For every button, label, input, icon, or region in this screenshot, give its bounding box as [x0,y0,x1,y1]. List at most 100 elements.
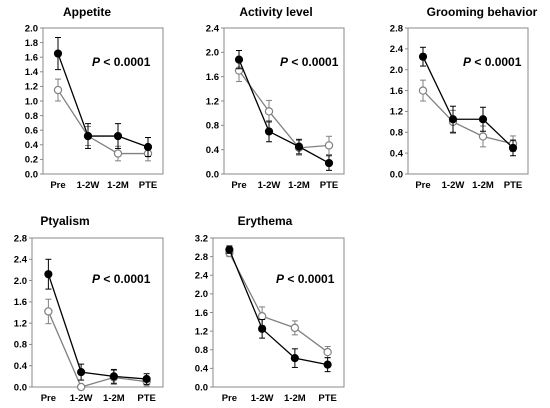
p-value-annotation: P < 0.0001 [92,272,151,286]
chart-title: Appetite [63,5,111,19]
y-tick-label: 0.0 [14,382,27,393]
y-tick-label: 0.4 [390,148,404,159]
data-point [478,132,488,141]
y-tick-label: 0.4 [25,140,39,151]
y-tick-label: 0.2 [25,155,38,166]
x-tick-label: PTE [139,180,157,191]
data-point [113,149,123,158]
data-point [53,49,63,58]
data-point [258,324,267,333]
y-tick-label: 1.8 [25,38,38,49]
y-tick-label: 1.4 [25,67,39,78]
data-point [113,131,123,141]
y-tick-label: 0.0 [390,169,403,180]
y-tick-label: 0.8 [25,111,38,122]
series-line [422,90,514,145]
chart-panel-1: Appetite 0.0 0.2 0.4 0.6 0.8 1.0 1.2 1.4 1.6 1.8 2.… [25,5,164,191]
p-value-annotation: P < 0.0001 [280,55,339,69]
chart-title: Grooming behavior [427,5,538,19]
p-value-symbol: P [463,55,472,69]
data-point [257,312,267,321]
y-tick-label: 0.8 [195,345,208,356]
data-point [44,270,53,279]
y-tick-label: 1.6 [14,297,27,308]
p-value-text: < 0.0001 [100,272,151,286]
p-value-text: < 0.0001 [288,55,339,69]
x-tick-label: 1-2W [70,393,93,404]
x-tick-label: 1-2W [442,180,465,191]
p-value-text: < 0.0001 [471,55,522,69]
y-tick-label: 2.0 [390,65,403,76]
y-tick-label: 2.4 [14,255,28,266]
y-tick-label: 0.8 [206,121,219,132]
p-value-symbol: P [276,272,285,286]
y-tick-label: 0.6 [25,126,38,137]
series-line [238,70,330,149]
y-tick-label: 2.0 [25,23,38,34]
x-tick-label: PTE [320,180,338,191]
x-tick-label: Pre [222,393,237,404]
plot-frame [223,27,345,175]
chart-panel-4: Ptyalism 0.0 0.4 0.8 1.2 1.6 2.0 2.4 2.8 Pre 1-2W 1… [14,214,164,404]
p-value-symbol: P [92,272,101,286]
y-tick-label: 2.8 [195,252,208,263]
data-point [77,368,86,377]
x-tick-label: 1-2M [284,393,306,404]
data-point [76,382,86,392]
y-tick-label: 2.4 [195,271,209,282]
data-point [290,323,300,333]
plot-frame [31,237,164,388]
data-point [234,55,244,64]
p-value-text: < 0.0001 [100,55,151,69]
data-point [418,86,428,95]
x-tick-label: PTE [318,393,336,404]
y-tick-label: 1.2 [25,82,38,93]
y-tick-label: 0.4 [14,361,28,372]
data-point [508,143,518,153]
data-point [323,360,332,369]
data-point [142,374,151,384]
data-point [44,307,53,316]
y-tick-label: 1.0 [25,96,38,107]
y-tick-label: 2.0 [206,48,219,59]
data-point [324,141,334,150]
p-value-annotation: P < 0.0001 [276,272,335,286]
y-tick-label: 1.6 [25,53,38,64]
data-point [290,354,299,363]
y-tick-label: 0.4 [206,145,220,156]
y-tick-label: 1.2 [390,107,403,118]
data-point [324,158,334,168]
series-line [238,59,330,164]
chart-title: Activity level [239,5,312,19]
y-tick-label: 2.0 [14,276,27,287]
x-tick-label: Pre [415,180,430,191]
series-line [57,53,149,148]
data-point [323,347,332,357]
y-tick-label: 0.0 [25,169,38,180]
p-value-annotation: P < 0.0001 [463,55,522,69]
x-tick-label: 1-2M [107,180,129,191]
plot-frame [407,27,529,175]
data-point [264,127,274,136]
data-point [448,115,458,124]
x-tick-label: Pre [231,180,246,191]
p-value-symbol: P [280,55,289,69]
y-tick-label: 1.6 [390,86,403,97]
data-point [264,107,274,116]
data-point [143,142,153,152]
series-line [422,56,514,149]
x-tick-label: Pre [41,393,56,404]
x-tick-label: PTE [504,180,522,191]
y-tick-label: 0.8 [14,340,27,351]
y-tick-label: 2.8 [14,233,27,244]
x-tick-label: 1-2M [288,180,310,191]
y-tick-label: 0.0 [195,382,208,393]
y-tick-label: 2.4 [390,44,404,55]
y-tick-label: 1.2 [206,96,219,107]
series-line [47,273,147,380]
y-tick-label: 1.2 [195,326,208,337]
data-point [294,142,304,151]
p-value-annotation: P < 0.0001 [92,55,151,69]
p-value-symbol: P [92,55,101,69]
